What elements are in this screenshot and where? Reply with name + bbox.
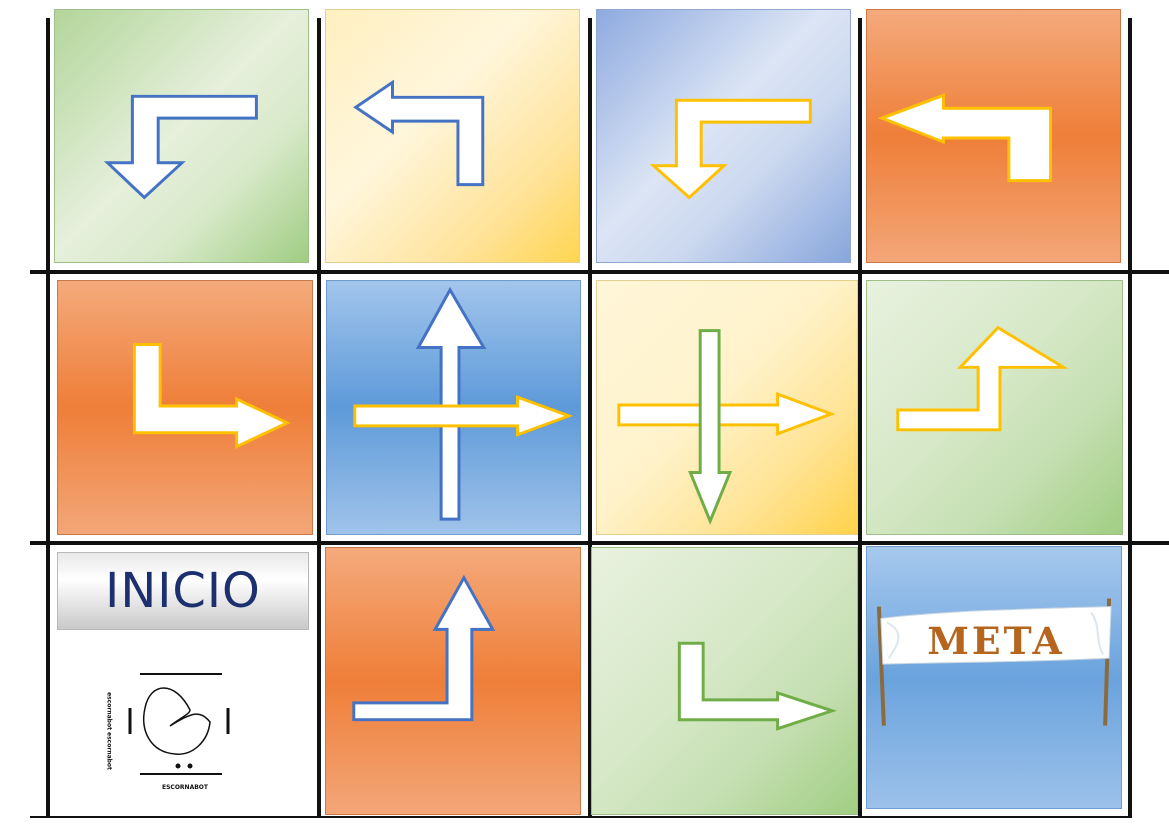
robot-logo-icon: [128, 673, 230, 775]
start-label-text: INICIO: [105, 563, 261, 619]
tile-r2-c4[interactable]: [866, 280, 1123, 535]
tile-r2-c3[interactable]: [596, 280, 858, 535]
grid-line-horizontal-3: [30, 816, 1130, 818]
start-label: INICIO: [57, 552, 309, 630]
grid-line-horizontal-1: [30, 270, 1169, 274]
grid-line-vertical-5: [1128, 18, 1132, 818]
robot-logo-name: ESCORNABOT: [162, 784, 208, 791]
turn-down-left-arrow-icon: [103, 94, 258, 200]
cross-up-right-arrow-icon: [353, 286, 574, 521]
turn-up-left-arrow-icon: [877, 93, 1053, 183]
escornabot-logo: escornabot escornabot ESCORNABOT: [100, 670, 240, 800]
turn-up-arrow-icon: [352, 574, 496, 722]
tile-r1-c2[interactable]: [325, 9, 580, 263]
turn-down-left-arrow-icon: [649, 98, 812, 200]
tile-r2-c2[interactable]: [326, 280, 581, 535]
grid-line-vertical-4: [858, 18, 862, 818]
tile-r2-c1[interactable]: [57, 280, 313, 535]
turn-right-arrow-icon: [677, 641, 837, 731]
grid-line-vertical-1: [46, 18, 50, 818]
tile-r1-c1[interactable]: [54, 9, 309, 263]
tile-r3-c4-goal[interactable]: META: [866, 546, 1122, 809]
robot-logo-side-text: escornabot escornabot: [105, 692, 113, 770]
turn-up-left-arrow-icon: [353, 79, 485, 187]
tile-r1-c3[interactable]: [596, 9, 851, 263]
grid-line-vertical-3: [588, 18, 592, 818]
turn-right-arrow-icon: [132, 343, 291, 450]
tile-r3-c3[interactable]: [591, 547, 858, 815]
grid-line-horizontal-2: [30, 541, 1169, 545]
finish-banner-icon: META: [876, 598, 1112, 726]
tile-r1-c4[interactable]: [866, 9, 1121, 263]
grid-line-vertical-2: [317, 18, 321, 818]
cross-down-right-arrow-icon: [617, 329, 836, 526]
tile-r3-c2[interactable]: [325, 547, 581, 815]
turn-up-right-arrow-icon: [896, 325, 1069, 432]
goal-label: META: [927, 619, 1065, 663]
